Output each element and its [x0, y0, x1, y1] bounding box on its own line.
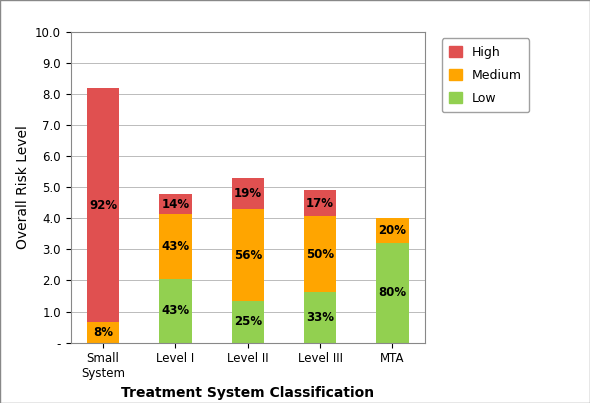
Text: 17%: 17%: [306, 197, 334, 210]
Text: 43%: 43%: [162, 240, 189, 253]
Bar: [376, 243, 409, 343]
Bar: [231, 178, 264, 209]
Bar: [304, 216, 336, 292]
Text: 19%: 19%: [234, 187, 262, 200]
Text: 8%: 8%: [93, 326, 113, 339]
Bar: [304, 191, 336, 216]
Bar: [159, 214, 192, 278]
Text: 33%: 33%: [306, 311, 334, 324]
Bar: [376, 218, 409, 243]
Text: 92%: 92%: [89, 199, 117, 212]
Text: 50%: 50%: [306, 248, 334, 261]
Text: 14%: 14%: [162, 197, 189, 210]
Bar: [87, 88, 119, 322]
X-axis label: Treatment System Classification: Treatment System Classification: [121, 386, 375, 400]
Bar: [231, 209, 264, 301]
Text: 20%: 20%: [378, 224, 407, 237]
Y-axis label: Overall Risk Level: Overall Risk Level: [15, 125, 30, 249]
Text: 80%: 80%: [378, 287, 407, 299]
Bar: [304, 292, 336, 343]
Legend: High, Medium, Low: High, Medium, Low: [442, 39, 529, 112]
Text: 43%: 43%: [162, 304, 189, 317]
Bar: [159, 193, 192, 214]
Text: 56%: 56%: [234, 249, 262, 262]
Bar: [87, 322, 119, 343]
Bar: [159, 278, 192, 343]
Text: 25%: 25%: [234, 316, 262, 328]
Bar: [231, 301, 264, 343]
